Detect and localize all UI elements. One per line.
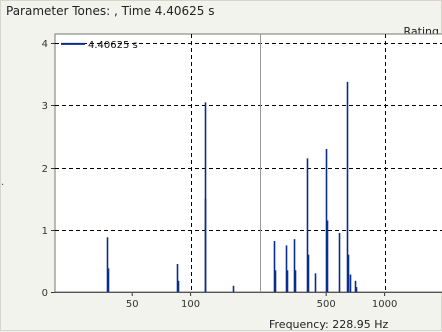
x-tick-label: 500 (317, 299, 336, 310)
frequency-readout: Frequency: 228.95 Hz (269, 318, 389, 331)
y-tick-label: 2 (42, 164, 48, 175)
plot-area (54, 33, 442, 293)
left-edge-mark: . (1, 177, 5, 188)
y-tick-label: 1 (42, 226, 48, 237)
x-tick-label: 50 (126, 299, 139, 310)
x-tick-label: 100 (181, 299, 200, 310)
x-tick-label: 1000 (372, 299, 397, 310)
y-tick-label: 0 (42, 288, 48, 299)
y-tick-label: 4 (42, 39, 48, 50)
legend-entry: 4.40625 s (88, 40, 138, 51)
chart-title: Parameter Tones: , Time 4.40625 s (6, 4, 215, 18)
y-tick-label: 3 (42, 101, 48, 112)
